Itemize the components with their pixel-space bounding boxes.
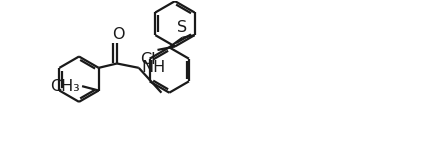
Text: CH₃: CH₃ [50,79,80,94]
Text: S: S [177,20,187,35]
Text: NH: NH [141,60,166,75]
Text: Cl: Cl [140,52,156,67]
Text: O: O [112,27,125,42]
